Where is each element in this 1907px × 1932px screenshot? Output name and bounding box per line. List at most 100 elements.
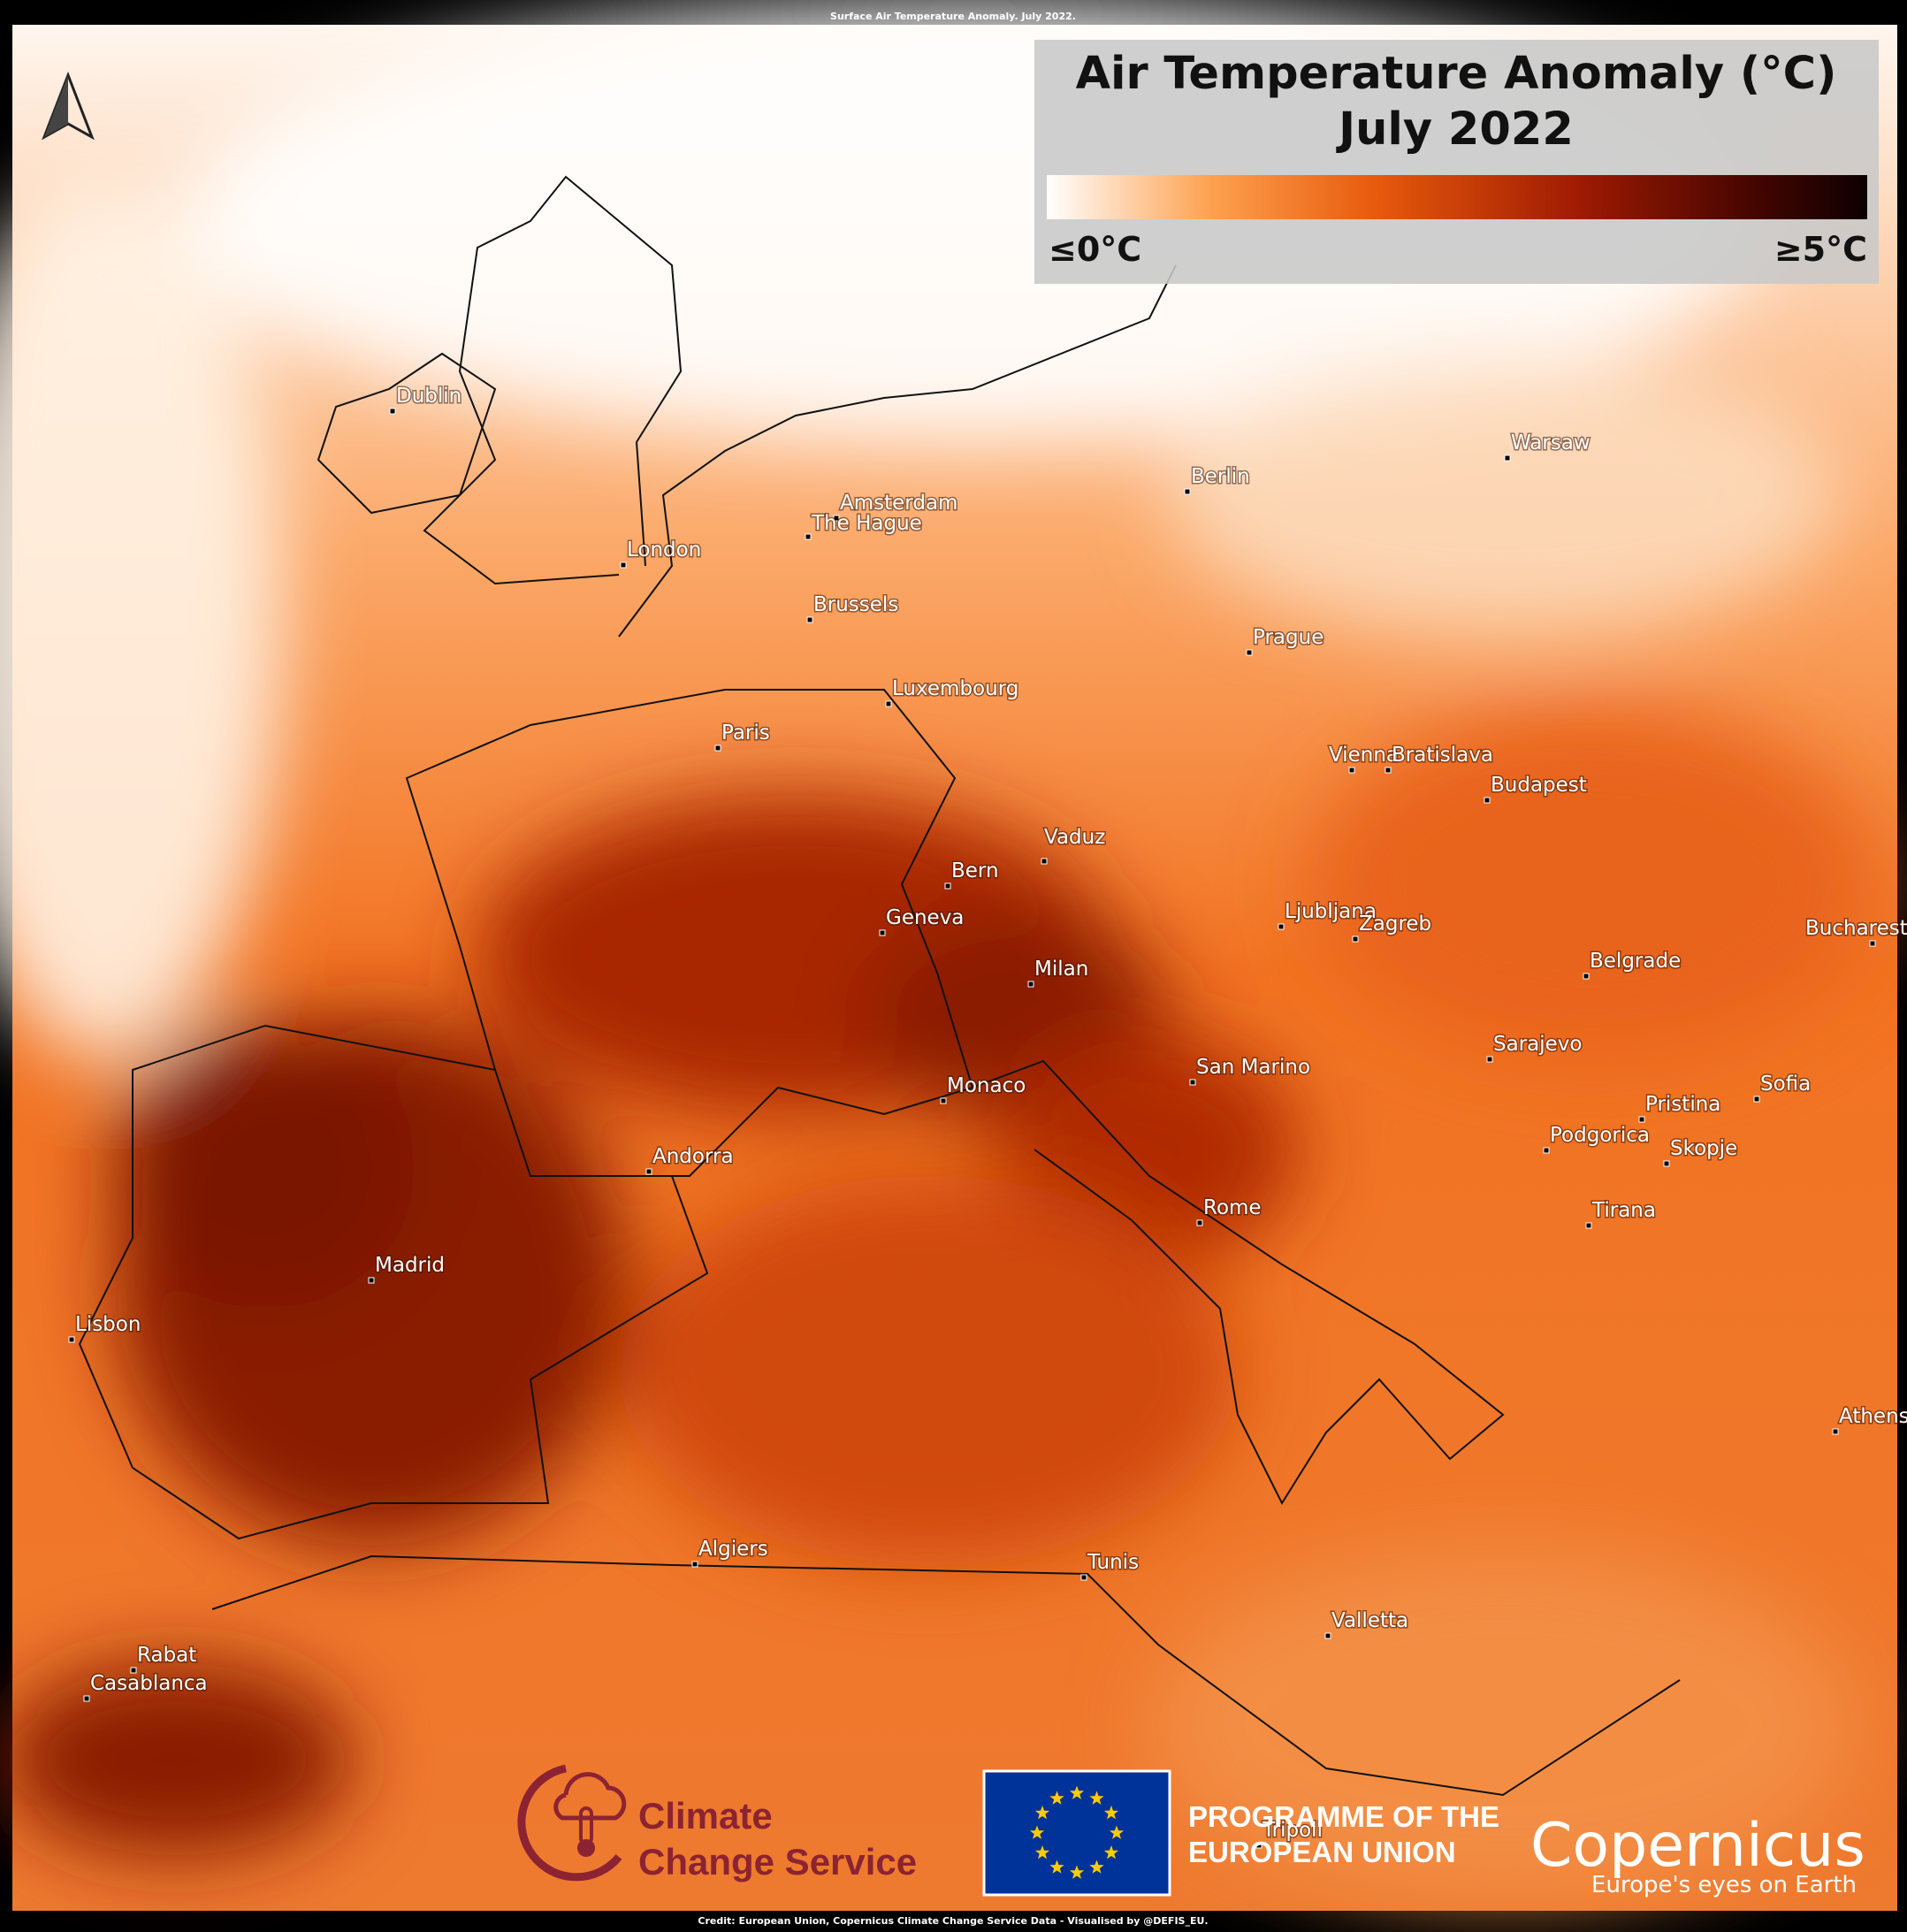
city-marker — [879, 929, 886, 936]
city-marker — [944, 882, 951, 890]
city-marker — [1278, 923, 1285, 930]
city-marker — [1638, 1116, 1645, 1123]
city-marker — [1753, 1096, 1760, 1103]
city-marker — [130, 1667, 137, 1674]
city-marker — [1027, 981, 1034, 988]
city-label: San Marino — [1196, 1056, 1310, 1079]
city-label: Lisbon — [75, 1313, 141, 1336]
city-label: Podgorica — [1550, 1124, 1650, 1147]
city-marker — [1255, 1842, 1262, 1849]
north-arrow — [42, 71, 95, 141]
city-marker — [714, 745, 721, 752]
city-marker — [806, 616, 813, 623]
legend-box: Air Temperature Anomaly (°C) July 2022 ≤… — [1034, 40, 1879, 284]
city-marker — [1246, 649, 1253, 656]
legend-subtitle: July 2022 — [1336, 103, 1574, 156]
city-marker — [1324, 1632, 1331, 1639]
eu-flag — [982, 1769, 1171, 1897]
city-label: Athens — [1839, 1405, 1907, 1428]
city-marker — [1486, 1056, 1493, 1063]
city-label: Casablanca — [90, 1672, 208, 1695]
city-marker — [1348, 767, 1355, 774]
city-label: Brussels — [813, 593, 898, 616]
city-label: Tunis — [1087, 1551, 1139, 1574]
city-label: Tripoli — [1262, 1819, 1323, 1842]
credit: Credit: European Union, Copernicus Clima… — [698, 1915, 1208, 1927]
colorbar — [1047, 175, 1867, 219]
city-label: Andorra — [652, 1145, 734, 1168]
city-label: Valletta — [1331, 1609, 1408, 1632]
coastlines — [78, 175, 1681, 1797]
eu-star — [1049, 1859, 1064, 1874]
city-marker — [1543, 1147, 1550, 1154]
eu-star — [1089, 1859, 1104, 1874]
city-marker — [1080, 1574, 1087, 1581]
city-label: Prague — [1253, 626, 1323, 649]
city-marker — [1184, 488, 1191, 495]
c3s-logo: Climate Change Service — [517, 1764, 917, 1882]
city-label: Paris — [721, 722, 770, 745]
eu-star — [1103, 1845, 1119, 1859]
colorbar-max-label: ≥5°C — [1774, 230, 1867, 269]
city-label: Pristina — [1645, 1093, 1720, 1116]
eu-star — [1029, 1825, 1045, 1839]
city-label: Rome — [1203, 1196, 1262, 1219]
city-label: Warsaw — [1511, 431, 1590, 454]
city-marker — [1352, 935, 1359, 943]
city-label: Amsterdam — [840, 492, 957, 515]
city-label: Ljubljana — [1285, 900, 1377, 923]
city-marker — [645, 1168, 652, 1175]
city-marker — [885, 700, 892, 707]
city-marker — [1585, 1222, 1592, 1229]
eu-star — [1034, 1845, 1050, 1859]
eu-line1: PROGRAMME OF THE — [1188, 1800, 1499, 1833]
city-label: Algiers — [698, 1538, 768, 1561]
city-label: Milan — [1034, 958, 1088, 981]
city-label: Skopje — [1670, 1137, 1737, 1160]
colorbar-min-label: ≤0°C — [1049, 230, 1141, 269]
city-label: Luxembourg — [892, 677, 1018, 700]
city-label: Zagreb — [1359, 913, 1431, 935]
eu-line2: EUROPEAN UNION — [1188, 1836, 1456, 1868]
copernicus-logo: Copernicus — [1530, 1811, 1865, 1881]
city-label: Vaduz — [1044, 826, 1105, 849]
city-marker — [620, 561, 627, 569]
eu-star — [1089, 1791, 1104, 1805]
city-marker — [940, 1097, 947, 1104]
eu-star — [1034, 1806, 1050, 1820]
city-label: Tirana — [1591, 1199, 1656, 1222]
city-label: Sofia — [1760, 1073, 1811, 1096]
city-label: London — [627, 538, 701, 561]
eu-star — [1069, 1785, 1085, 1799]
city-label: Berlin — [1191, 465, 1250, 488]
city-marker — [1384, 767, 1392, 774]
city-label: Geneva — [886, 906, 964, 929]
city-label: Bratislava — [1392, 744, 1493, 767]
city-label: Dublin — [396, 385, 461, 408]
city-marker — [1041, 858, 1048, 865]
city-marker — [1663, 1160, 1670, 1167]
city-marker — [68, 1336, 75, 1343]
city-marker — [1196, 1219, 1203, 1226]
city-label: Bern — [951, 859, 999, 882]
city-marker — [389, 408, 396, 415]
city-marker — [1504, 454, 1511, 462]
city-marker — [1583, 973, 1590, 980]
city-marker — [1869, 940, 1876, 947]
city-label: Belgrade — [1590, 950, 1681, 973]
c3s-line1: Climate — [638, 1795, 773, 1837]
city-marker — [691, 1561, 698, 1568]
city-label: Bucharest — [1805, 917, 1907, 940]
eu-star — [1049, 1791, 1064, 1805]
city-marker — [833, 515, 840, 522]
eu-star — [1069, 1865, 1085, 1879]
caption: Surface Air Temperature Anomaly. July 20… — [830, 11, 1076, 22]
c3s-line2: Change Service — [638, 1841, 917, 1882]
city-marker — [805, 533, 812, 540]
city-label: Monaco — [947, 1074, 1026, 1097]
eu-star — [1109, 1825, 1125, 1839]
city-label: Sarajevo — [1493, 1033, 1582, 1056]
